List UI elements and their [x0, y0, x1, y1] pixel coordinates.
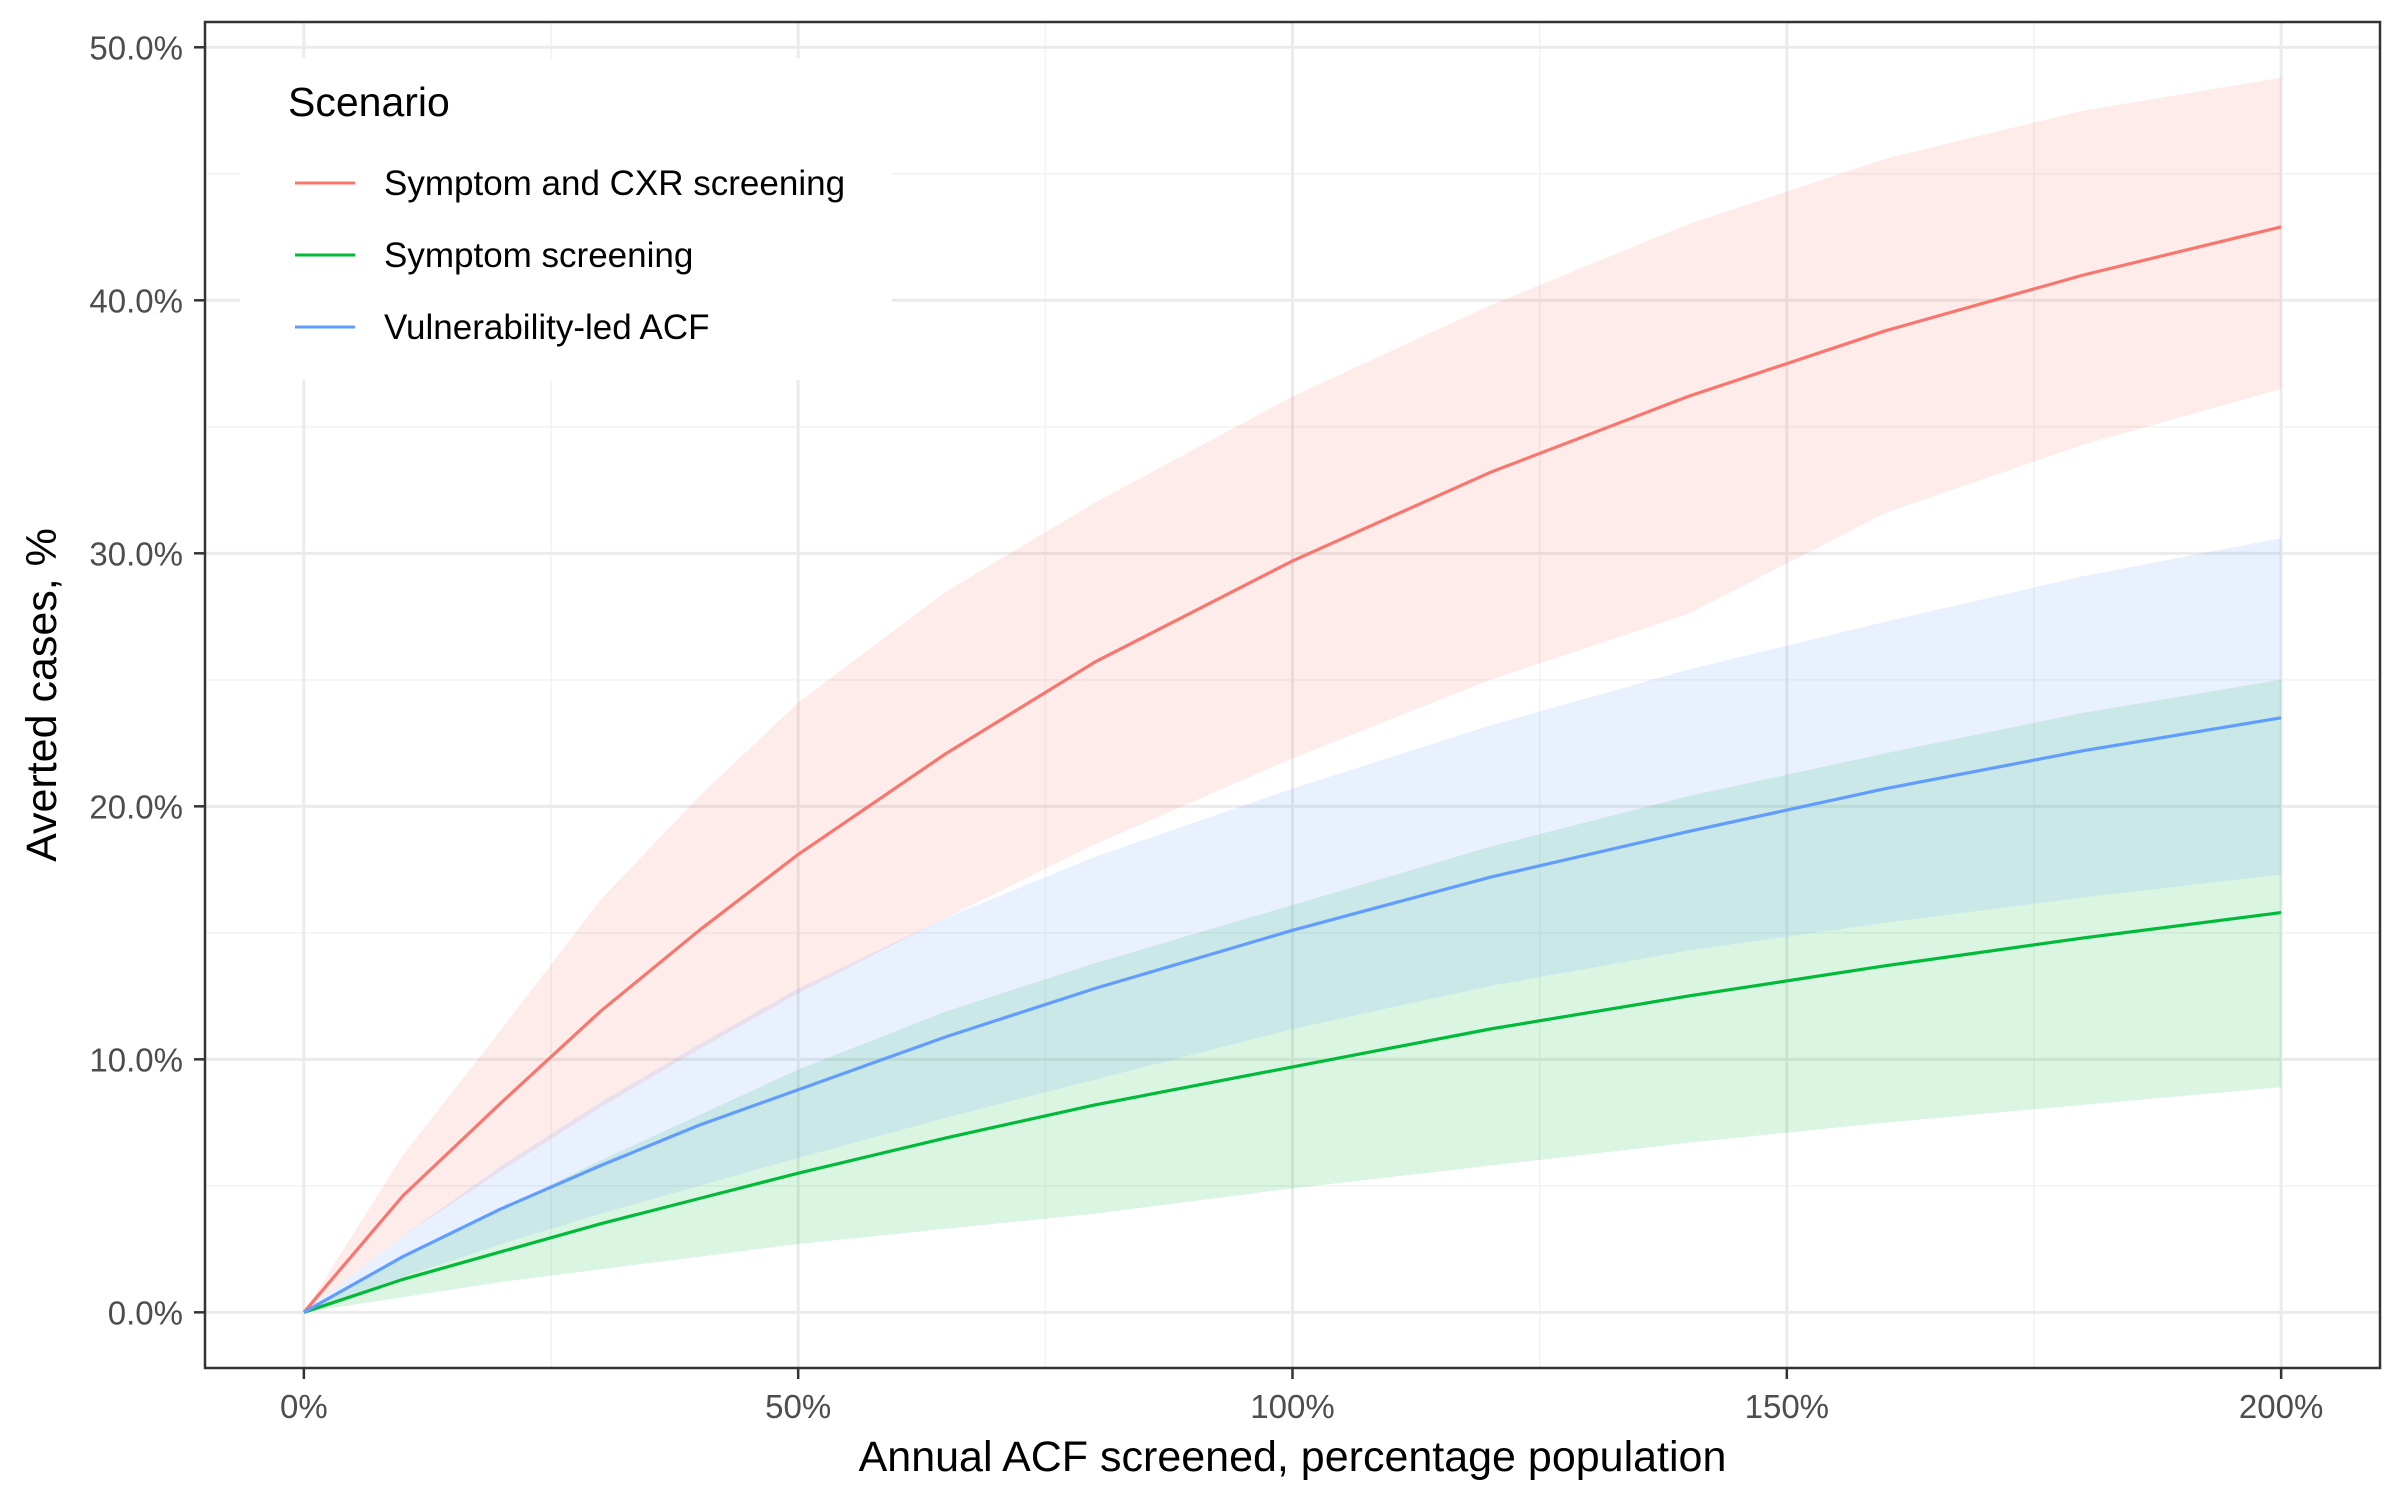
y-tick-label: 10.0% — [89, 1041, 183, 1078]
legend-label-symptom: Symptom screening — [384, 236, 693, 275]
x-tick-label: 200% — [2239, 1388, 2323, 1425]
band-vulnerability — [303, 538, 2282, 1313]
y-axis-title: Averted cases, % — [18, 528, 66, 862]
x-axis-ticks: 0% 50% 100% 150% 200% — [280, 1368, 2323, 1425]
x-axis-title: Annual ACF screened, percentage populati… — [859, 1433, 1727, 1481]
line-symptom — [303, 911, 2282, 1314]
series-lines — [302, 225, 2282, 1314]
x-tick-label: 50% — [765, 1388, 831, 1425]
line-cxr — [302, 225, 2282, 1314]
y-tick-label: 40.0% — [89, 282, 183, 319]
legend-label-vulnerability: Vulnerability-led ACF — [384, 308, 710, 347]
y-tick-label: 0.0% — [108, 1294, 183, 1331]
x-tick-label: 100% — [1250, 1388, 1334, 1425]
y-tick-label: 30.0% — [89, 535, 183, 572]
band-cxr — [303, 77, 2282, 1313]
x-tick-label: 150% — [1745, 1388, 1829, 1425]
x-tick-label: 0% — [280, 1388, 328, 1425]
grid-major — [205, 22, 2380, 1368]
legend: Scenario Symptom and CXR screening Sympt… — [240, 58, 892, 380]
y-tick-label: 20.0% — [89, 788, 183, 825]
legend-title: Scenario — [288, 79, 450, 125]
y-tick-label: 50.0% — [89, 29, 183, 66]
y-axis-ticks: 0.0% 10.0% 20.0% 30.0% 40.0% 50.0% — [89, 29, 205, 1331]
band-symptom — [303, 679, 2282, 1313]
confidence-bands — [303, 77, 2282, 1313]
line-vulnerability — [303, 716, 2282, 1314]
legend-label-cxr: Symptom and CXR screening — [384, 164, 845, 203]
